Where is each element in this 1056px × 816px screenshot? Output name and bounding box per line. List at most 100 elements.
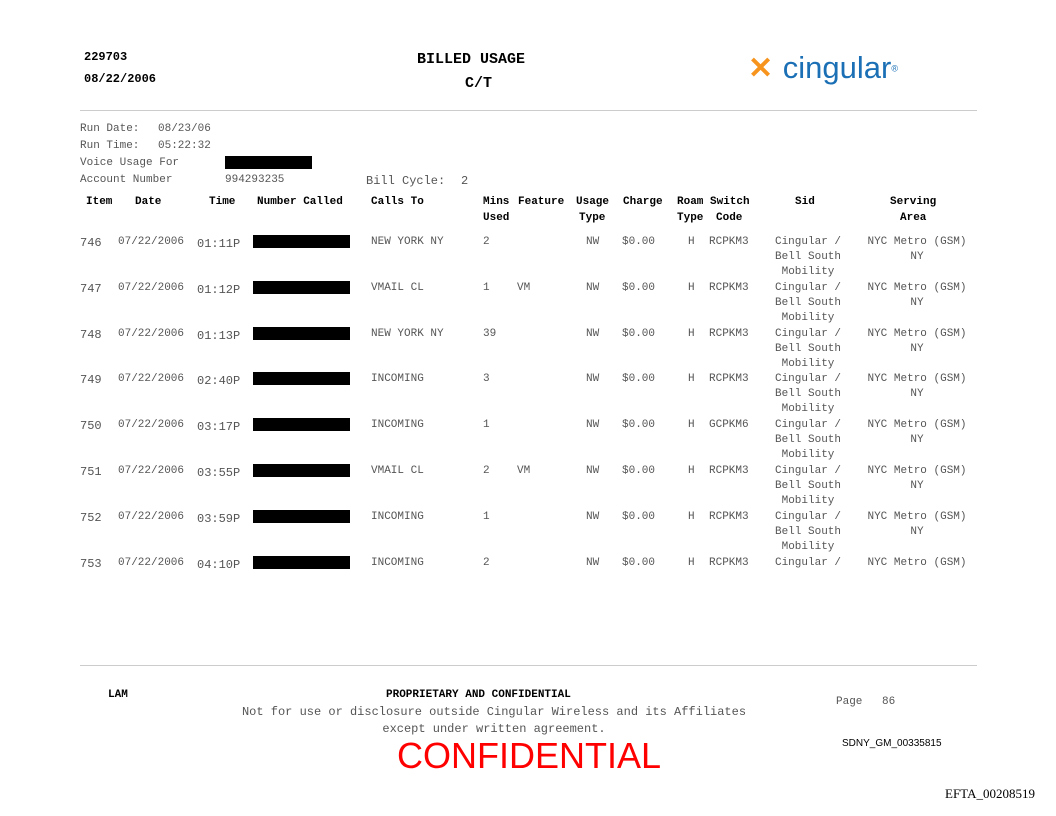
cell-sid: Cingular / xyxy=(774,556,841,569)
cell-charge: $0.00 xyxy=(622,465,656,477)
cell-sid: Cingular / xyxy=(774,419,841,432)
cell-switch: RCPKM3 xyxy=(709,465,749,477)
col-sid: Sid xyxy=(795,196,815,208)
footer-initials: LAM xyxy=(108,689,128,701)
footer-disclaimer-2: except under written agreement. xyxy=(382,722,606,736)
run-time: 05:22:32 xyxy=(158,140,211,152)
cell-usage: NW xyxy=(586,373,600,386)
cell-serving-area: NYC Metro (GSM) xyxy=(867,510,967,523)
col-switch-code: Code xyxy=(716,212,743,224)
cell-mins: 1 xyxy=(483,419,490,432)
table-row: 750 07/22/2006 03:17P INCOMING 1 NW $0.00 H GCPK… xyxy=(0,417,1056,463)
cell-switch: RCPKM3 xyxy=(709,236,749,248)
cell-serving-area: NYC Metro (GSM) xyxy=(867,419,967,432)
cell-serving-area: NY xyxy=(910,434,924,447)
cell-mins: 2 xyxy=(483,556,490,569)
table-row: 751 07/22/2006 03:55P VMAIL CL 2 VM NW $0.00 H RC… xyxy=(0,463,1056,509)
cell-serving-area: NYC Metro (GSM) xyxy=(867,327,967,340)
cell-date: 07/22/2006 xyxy=(118,236,185,248)
bates-number: SDNY_GM_00335815 xyxy=(842,738,942,749)
cell-serving-area: NY xyxy=(910,388,924,401)
cell-item: 748 xyxy=(80,327,102,342)
cell-serving-area: NY xyxy=(910,480,924,492)
redaction xyxy=(253,372,350,386)
cell-serving-area: NY xyxy=(910,296,924,309)
redaction xyxy=(253,509,350,523)
cell-switch: RCPKM3 xyxy=(709,281,749,294)
cell-serving-area: NY xyxy=(910,251,924,263)
redaction xyxy=(253,235,350,248)
account-label: Account Number xyxy=(80,174,173,186)
col-switch: Switch xyxy=(710,196,750,208)
cell-mins: 39 xyxy=(483,327,497,340)
table-row: 749 07/22/2006 02:40P INCOMING 3 NW $0.00 H RCPK… xyxy=(0,371,1056,417)
cell-charge: $0.00 xyxy=(622,510,656,523)
cell-sid: Bell South xyxy=(774,525,841,538)
cell-calls-to: INCOMING xyxy=(371,556,424,569)
page-number: 86 xyxy=(882,696,896,708)
cell-sid: Cingular / xyxy=(774,327,841,340)
col-mins-used: Used xyxy=(483,212,510,224)
col-mins: Mins xyxy=(483,196,510,208)
cell-calls-to: INCOMING xyxy=(371,419,424,432)
footer-disclaimer-1: Not for use or disclosure outside Cingul… xyxy=(241,705,747,719)
cell-feature: VM xyxy=(517,281,531,294)
col-usage: Usage xyxy=(576,196,610,208)
cell-sid: Bell South xyxy=(774,296,841,309)
col-feature: Feature xyxy=(518,196,565,208)
cell-serving-area: NYC Metro (GSM) xyxy=(867,281,967,294)
cingular-x-icon: ✕ xyxy=(748,52,774,85)
cell-mins: 2 xyxy=(483,236,490,248)
cell-item: 751 xyxy=(80,465,102,479)
report-subtitle: C/T xyxy=(465,75,493,92)
cingular-logo: ✕ cingular® xyxy=(748,50,898,85)
cell-usage: NW xyxy=(586,419,600,432)
cell-mins: 3 xyxy=(483,373,490,386)
cell-sid: Cingular / xyxy=(774,236,841,248)
cell-calls-to: VMAIL CL xyxy=(371,465,424,477)
table-row: 746 07/22/2006 01:11P NEW YORK NY 2 NW $0.00 H R… xyxy=(0,234,1056,280)
bill-cycle: 2 xyxy=(461,174,469,188)
cell-time: 03:59P xyxy=(197,511,241,526)
confidential-stamp: CONFIDENTIAL xyxy=(397,735,662,776)
cell-time: 03:55P xyxy=(197,466,241,480)
cell-time: 04:10P xyxy=(197,557,241,572)
redaction xyxy=(253,464,350,477)
cell-usage: NW xyxy=(586,510,600,523)
col-serving: Serving xyxy=(890,196,937,208)
cell-sid: Cingular / xyxy=(774,373,841,386)
cell-item: 752 xyxy=(80,510,102,525)
cell-serving-area: NYC Metro (GSM) xyxy=(867,465,967,477)
cell-serving-area: NY xyxy=(910,525,924,538)
cell-charge: $0.00 xyxy=(622,281,656,294)
cell-sid: Bell South xyxy=(774,388,841,401)
cell-roam: H xyxy=(688,373,695,386)
cell-sid: Bell South xyxy=(774,480,841,492)
col-item: Item xyxy=(86,196,113,208)
cell-calls-to: NEW YORK NY xyxy=(371,327,444,340)
cell-date: 07/22/2006 xyxy=(118,373,185,386)
cell-roam: H xyxy=(688,281,695,294)
table-row: 752 07/22/2006 03:59P INCOMING 1 NW $0.00 H RCPK… xyxy=(0,509,1056,555)
cell-item: 747 xyxy=(80,281,102,296)
cell-roam: H xyxy=(688,419,695,432)
cell-usage: NW xyxy=(586,281,600,294)
cell-usage: NW xyxy=(586,236,600,248)
cell-sid: Cingular / xyxy=(774,510,841,523)
cell-date: 07/22/2006 xyxy=(118,510,185,523)
redaction xyxy=(225,156,312,169)
cell-roam: H xyxy=(688,236,695,248)
cell-item: 746 xyxy=(80,236,102,250)
report-title: BILLED USAGE xyxy=(417,51,526,68)
cell-usage: NW xyxy=(586,465,600,477)
cell-calls-to: INCOMING xyxy=(371,510,424,523)
col-number-called: Number Called xyxy=(257,196,343,208)
redaction xyxy=(253,555,350,569)
account-number: 994293235 xyxy=(225,174,285,186)
cell-calls-to: INCOMING xyxy=(371,373,424,386)
cell-switch: RCPKM3 xyxy=(709,510,749,523)
cell-sid: Mobility xyxy=(781,449,835,462)
cell-charge: $0.00 xyxy=(622,327,656,340)
run-date: 08/23/06 xyxy=(158,123,211,135)
